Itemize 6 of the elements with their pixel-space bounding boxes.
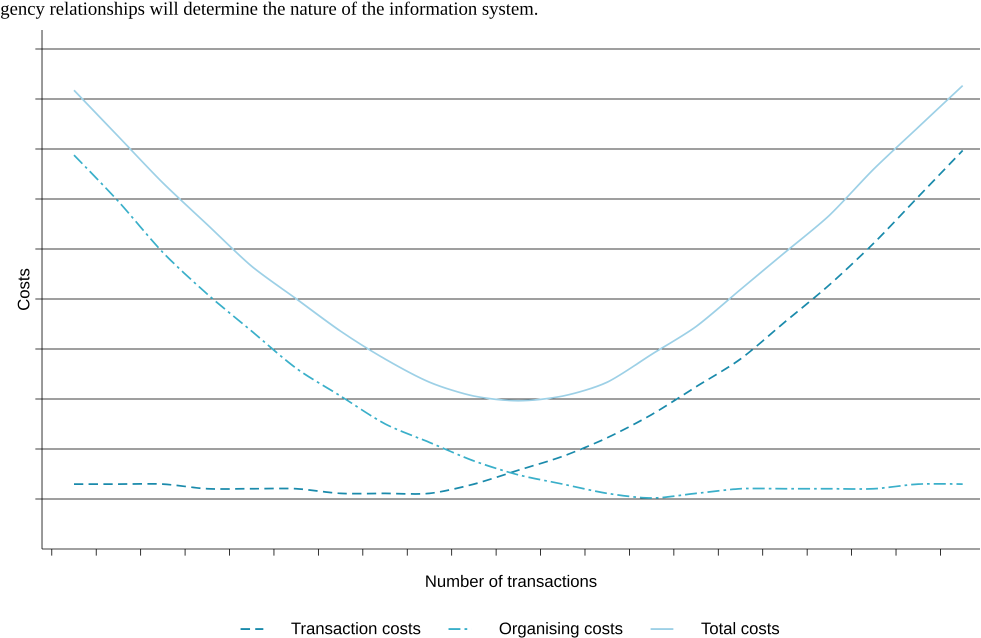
text: gency relationships will determine the nature of the information system. bbox=[1, 2, 538, 19]
legend-label: Organising costs bbox=[500, 622, 622, 638]
x-axis-title: Number of transactions bbox=[426, 574, 597, 588]
legend-label: Total costs bbox=[701, 622, 780, 634]
y-axis-title: Costs bbox=[18, 268, 30, 310]
legend-label: Transaction costs bbox=[291, 622, 420, 634]
